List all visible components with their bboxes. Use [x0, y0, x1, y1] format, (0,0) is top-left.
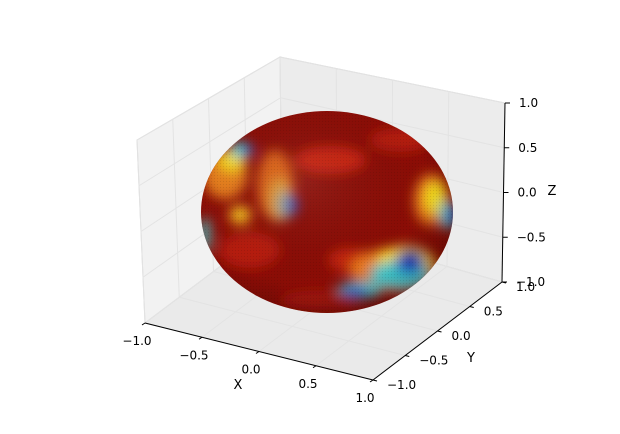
y-tick-mark	[372, 379, 378, 382]
y-tick-label: −0.5	[419, 354, 448, 368]
z-gridline	[138, 97, 281, 187]
z-tick-label: 0.5	[518, 141, 537, 155]
z-gridline	[279, 56, 506, 104]
z-gridline	[136, 56, 281, 141]
x-tick-mark	[312, 365, 317, 369]
y-axis-label: Y	[466, 351, 475, 366]
z-tick-label: −0.5	[517, 230, 546, 244]
y-tick-label: −1.0	[387, 378, 416, 392]
ticks: −1.0−1.0−1.0−0.5 −0.5−0.50.00.00.00.50.50…	[122, 96, 545, 405]
x-gridline	[315, 266, 448, 367]
x-tick-mark	[369, 379, 374, 383]
x-tick-label: 0.0	[241, 363, 260, 377]
y-tick-mark	[405, 355, 410, 357]
y-tick-label: 0.0	[452, 329, 471, 343]
x-tick-mark	[198, 336, 203, 340]
x-tick-mark	[141, 322, 146, 326]
y-tick-label: 0.5	[484, 305, 503, 319]
sphere-surface	[201, 111, 453, 313]
y-tick-label: 1.0	[516, 280, 535, 294]
surface-shading	[201, 111, 453, 313]
x-tick-label: −1.0	[122, 334, 151, 348]
x-tick-label: 1.0	[355, 391, 374, 405]
z-tick-label: 0.0	[518, 186, 537, 200]
z-gridline	[280, 97, 505, 149]
x-tick-label: −0.5	[179, 348, 208, 362]
z-axis-label: Z	[548, 184, 557, 199]
y-tick-mark	[469, 306, 474, 308]
x-tick-label: 0.5	[298, 377, 317, 391]
z-tick-label: 1.0	[519, 96, 538, 110]
y-tick-mark	[501, 281, 507, 284]
x-axis-label: X	[234, 378, 243, 393]
x-tick-mark	[255, 351, 260, 354]
z-tick-label: −1.0	[516, 275, 545, 289]
y-tick-mark	[437, 330, 442, 333]
